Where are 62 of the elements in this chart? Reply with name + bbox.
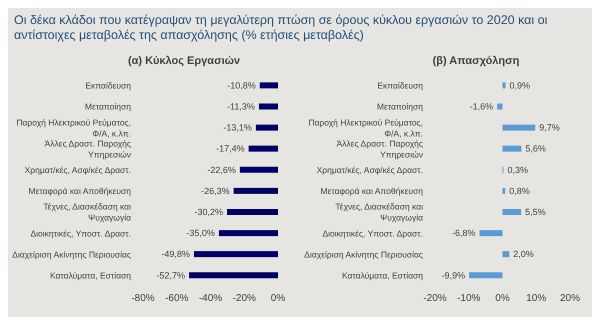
bar [469,272,502,278]
y-tick-label: Μεταποίηση [84,102,132,112]
data-label: -9,9% [442,270,466,280]
bar [497,103,502,110]
y-tick-label: Μεταφορά και Αποθήκευση [320,186,424,196]
y-tick-label: Διοικητικές, Υποστ. Δραστ. [30,228,131,238]
data-label: -11,3% [227,101,255,112]
data-label: 2,0% [513,249,534,260]
data-label: -13,1% [223,122,252,133]
y-tick-label: Τέχνες, Διασκέδαση και Ψυχαγωγία [43,202,132,223]
data-label: 0,8% [509,186,530,196]
bar [502,208,522,215]
data-label: -26,3% [201,186,230,196]
y-tick-label: Άλλες Δραστ. Παροχής Υπηρεσιών [44,138,131,160]
y-tick-label: Παροχή Ηλεκτρικού Ρεύματος, Φ/Α, κ.λπ. [16,117,131,138]
x-tick-label: -20% [423,293,447,304]
y-tick-label: Μεταποίηση [376,102,424,112]
y-tick-label: Εκπαίδευση [85,80,132,91]
bar [502,146,522,152]
data-label: -10,8% [227,80,256,90]
data-label: -35,0% [186,228,215,238]
x-tick-label: -10% [457,293,481,304]
x-tick-label: -80% [131,293,155,304]
data-label: -30,2% [194,206,224,217]
y-tick-label: Τέχνες, Διασκέδαση και Ψυχαγωγία [335,202,424,223]
data-label: 5,5% [525,206,546,217]
y-tick-label: Διαχείριση Ακίνητης Περιουσίας [12,249,131,260]
x-tick-label: -20% [232,293,256,304]
y-tick-label: Παροχή Ηλεκτρικού Ρεύματος, Φ/Α, κ.λπ. [308,117,423,138]
data-label: -17,4% [216,144,245,154]
bar [502,124,536,131]
x-tick-label: 20% [560,293,580,304]
x-tick-label: 0% [495,293,510,304]
data-label: -49,8% [161,249,190,260]
bar [480,230,502,236]
y-tick-label: Διαχείριση Ακίνητης Περιουσίας [304,249,423,260]
chart-title: Οι δέκα κλάδοι που κατέγραψαν τη μεγαλύτερη πτώση σε όρους κύκλου εργασιών το 2020 και οι αντίστοιχες μεταβολές της απασχόλησης (% ετήσιες μεταβολές) [13,12,548,44]
y-tick-label: Καταλύματα, Εστίαση [342,270,424,280]
data-label: 5,6% [525,144,546,154]
data-label: 9,7% [539,122,560,133]
bar [502,188,506,194]
chart-subtitle: (α) Κύκλος Εργασιών [126,55,242,69]
y-tick-label: Άλλες Δραστ. Παροχής Υπηρεσιών [336,138,423,160]
bar [502,251,510,258]
x-tick-label: 0% [270,293,286,304]
y-tick-label: Καταλύματα, Εστίαση [50,270,132,280]
x-tick-label: -60% [165,293,189,304]
chart-subtitle: (β) Απασχόληση [432,55,520,69]
data-label: -6,8% [452,228,476,238]
data-label: 0,9% [510,80,530,90]
data-label: 0,3% [508,164,528,175]
y-tick-label: Διοικητικές, Υποστ. Δραστ. [322,228,423,238]
bar [502,82,506,88]
data-label: -52,7% [156,270,186,280]
x-tick-label: -40% [198,293,222,304]
y-tick-label: Μεταφορά και Αποθήκευση [28,186,132,196]
x-tick-label: 10% [526,293,546,304]
y-tick-label: Εκπαίδευση [377,80,424,91]
data-label: -1,6% [470,101,494,112]
data-label: -22,6% [207,164,236,175]
y-tick-label: Χρηματ/κές, Ασφ/κές Δραστ. [24,164,131,175]
y-tick-label: Χρηματ/κές, Ασφ/κές Δραστ. [316,164,423,175]
